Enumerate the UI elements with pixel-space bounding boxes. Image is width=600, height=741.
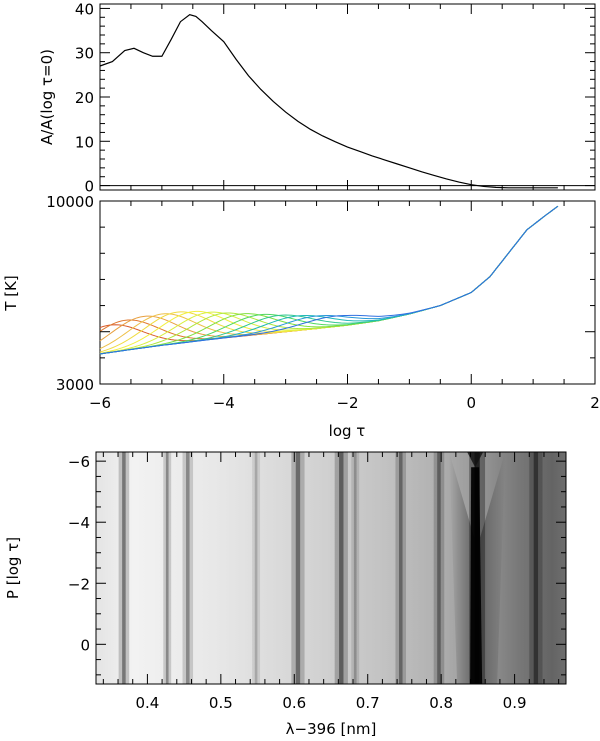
line-core (470, 467, 483, 684)
bottom-panel-x-label: λ−396 [nm] (286, 720, 377, 738)
absorption-line (295, 452, 301, 684)
absorption-line (122, 452, 126, 684)
middle-panel-y-tick-label: 10000 (46, 193, 94, 211)
middle-panel-x-tick-label: −4 (213, 394, 235, 412)
bottom-panel-heatmap: −6 −4 −2 0 0.4 0.5 0.6 0.7 0.8 0.9 P [log τ] λ−3… (4, 451, 567, 738)
absorption-line-halo (291, 452, 305, 684)
bottom-panel-y-tick-label: 0 (80, 636, 90, 654)
bottom-panel-x-tick-label: 0.8 (429, 694, 453, 712)
absorption-line (339, 452, 344, 684)
bottom-panel-y-label: P [log τ] (4, 537, 22, 599)
top-panel-y-tick-label: 30 (75, 45, 94, 63)
top-panel-y-tick-label: 20 (75, 89, 94, 107)
top-panel-y-tick-label: 10 (75, 133, 94, 151)
line-core-wing-left (449, 452, 475, 684)
top-panel-x-ticks (99, 4, 596, 190)
bottom-panel-x-tick-label: 0.9 (503, 694, 527, 712)
amplitude-curve (99, 13, 558, 189)
middle-panel-y-label: T [K] (2, 275, 20, 311)
bottom-panel-y-tick-label: −6 (68, 453, 90, 471)
temperature-curve (99, 205, 559, 342)
absorption-line (254, 452, 258, 684)
absorption-line (353, 452, 357, 684)
temperature-curve (99, 205, 559, 342)
absorption-line (399, 452, 403, 684)
top-panel-y-ticks: 0 10 20 30 40 (75, 0, 595, 196)
bottom-panel-x-tick-label: 0.4 (135, 694, 159, 712)
heatmap-line-core (449, 452, 506, 684)
top-panel-y-tick-label: 40 (75, 0, 94, 18)
middle-panel-y-tick-label: 3000 (56, 376, 94, 394)
absorption-line (437, 452, 441, 684)
temperature-curve (99, 205, 559, 355)
temperature-curve (99, 205, 559, 355)
bottom-panel-x-ticks: 0.4 0.5 0.6 0.7 0.8 0.9 (102, 452, 560, 712)
bottom-panel-y-ticks: −6 −4 −2 0 (68, 453, 566, 676)
bottom-panel-x-tick-label: 0.5 (209, 694, 233, 712)
absorption-line (165, 452, 169, 684)
top-panel-amplitude: 0 10 20 30 40 A/A(log τ=0) (38, 0, 596, 196)
absorption-line (186, 452, 190, 684)
absorption-line-halo (433, 452, 445, 684)
heatmap-image (96, 452, 566, 684)
middle-panel-x-label: log τ (329, 422, 366, 440)
line-core-wing-right (480, 452, 506, 684)
absorption-line-halo (529, 452, 543, 684)
temperature-curves (99, 205, 559, 355)
middle-panel-temperature: 3000 10000 −6 −4 −2 0 2 T [K] log τ (2, 193, 600, 440)
middle-panel-x-tick-label: 2 (590, 394, 600, 412)
bottom-panel-x-tick-label: 0.6 (282, 694, 306, 712)
middle-panel-frame (99, 200, 596, 385)
absorption-line-halo (163, 452, 172, 684)
temperature-curve (99, 205, 559, 340)
middle-panel-x-tick-label: 0 (466, 394, 476, 412)
absorption-line-halo (395, 452, 407, 684)
bottom-panel-y-tick-label: −4 (68, 514, 90, 532)
middle-panel-y-ticks: 3000 10000 (46, 193, 595, 394)
top-panel-y-label: A/A(log τ=0) (38, 49, 56, 145)
bottom-panel-x-tick-label: 0.7 (356, 694, 380, 712)
top-panel-y-tick-label: 0 (84, 178, 94, 196)
middle-panel-x-tick-label: −6 (89, 394, 111, 412)
top-panel-frame (99, 3, 596, 191)
absorption-line (533, 452, 539, 684)
absorption-line-halo (334, 452, 348, 684)
middle-panel-x-ticks: −6 −4 −2 0 2 (89, 201, 600, 412)
bottom-panel-y-tick-label: −2 (68, 575, 90, 593)
absorption-line-halo (252, 452, 261, 684)
temperature-curve (99, 205, 559, 353)
absorption-line-halo (182, 452, 194, 684)
absorption-line-halo (118, 452, 130, 684)
absorption-line-halo (351, 452, 360, 684)
line-core-top (467, 452, 484, 468)
middle-panel-x-tick-label: −2 (336, 394, 358, 412)
